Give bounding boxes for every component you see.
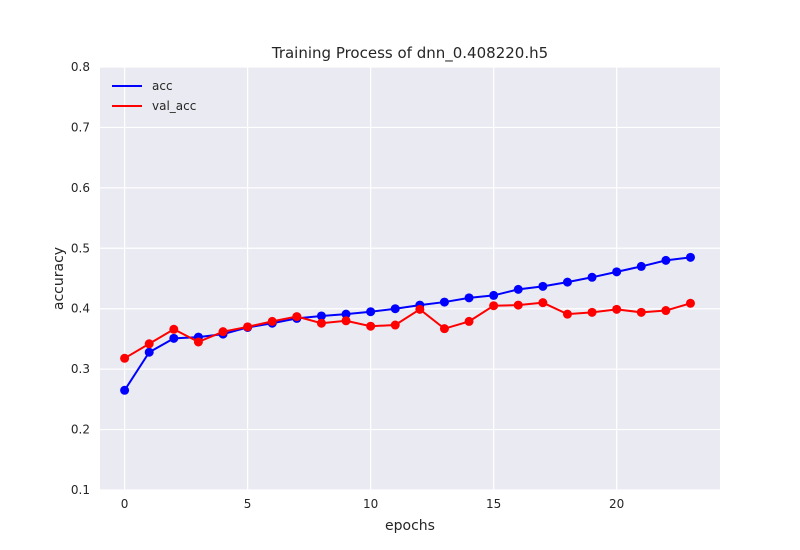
data-point	[685, 298, 695, 308]
data-point	[144, 347, 154, 357]
legend-item: val_acc	[112, 99, 196, 113]
y-tick-label: 0.6	[71, 181, 90, 195]
data-point	[341, 309, 351, 319]
y-tick-label: 0.4	[71, 302, 90, 316]
legend-label: acc	[152, 79, 173, 93]
series-val-acc	[120, 298, 695, 363]
legend: acc val_acc	[112, 79, 196, 113]
data-point	[193, 337, 203, 347]
data-point	[464, 316, 474, 326]
data-point	[636, 307, 646, 317]
plot-background	[100, 67, 720, 490]
data-point	[439, 297, 449, 307]
legend-item: acc	[112, 79, 173, 93]
data-point	[144, 339, 154, 349]
x-tick-label: 15	[486, 497, 501, 511]
data-point	[538, 298, 548, 308]
data-point	[366, 307, 376, 317]
data-point	[661, 306, 671, 316]
data-point	[661, 255, 671, 265]
y-tick-label: 0.5	[71, 241, 90, 255]
y-tick-label: 0.2	[71, 423, 90, 437]
data-point	[316, 318, 326, 328]
data-point	[587, 272, 597, 282]
x-axis-label: epochs	[385, 518, 435, 534]
data-point	[636, 261, 646, 271]
data-point	[316, 311, 326, 321]
data-point	[464, 293, 474, 303]
y-axis-label: accuracy	[51, 247, 67, 310]
y-tick-label: 0.1	[71, 483, 90, 497]
data-point	[612, 267, 622, 277]
data-point	[366, 321, 376, 331]
series-layer	[120, 252, 695, 395]
data-point	[513, 300, 523, 310]
x-tick-label: 20	[609, 497, 624, 511]
data-point	[243, 322, 253, 332]
data-point	[169, 333, 179, 343]
data-point	[489, 301, 499, 311]
legend-label: val_acc	[152, 99, 196, 113]
data-point	[439, 324, 449, 334]
data-point	[169, 324, 179, 334]
x-tick-label: 0	[121, 497, 129, 511]
data-point	[685, 252, 695, 262]
data-point	[267, 316, 277, 326]
data-point	[390, 320, 400, 330]
data-point	[513, 284, 523, 294]
data-point	[120, 385, 130, 395]
data-point	[612, 304, 622, 314]
tick-labels: 0 5 10 15 20 0.1 0.2 0.3 0.4 0.5 0.6 0.7 0.8	[71, 60, 624, 511]
x-tick-label: 10	[363, 497, 378, 511]
y-tick-label: 0.7	[71, 120, 90, 134]
data-point	[218, 327, 228, 337]
data-point	[120, 353, 130, 363]
chart-title: Training Process of dnn_0.408220.h5	[271, 44, 548, 63]
data-point	[390, 304, 400, 314]
data-point	[489, 290, 499, 300]
data-point	[341, 316, 351, 326]
y-tick-label: 0.8	[71, 60, 90, 74]
x-tick-label: 5	[244, 497, 252, 511]
data-point	[562, 277, 572, 287]
data-point	[587, 307, 597, 317]
grid	[100, 66, 720, 491]
data-point	[538, 281, 548, 291]
data-point	[562, 309, 572, 319]
data-point	[292, 312, 302, 322]
data-point	[415, 304, 425, 314]
y-tick-label: 0.3	[71, 362, 90, 376]
